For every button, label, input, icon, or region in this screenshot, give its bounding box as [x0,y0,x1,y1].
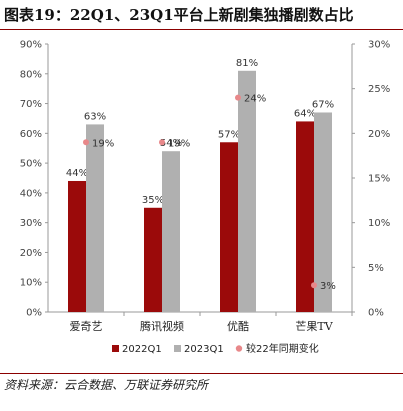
bar-2022q1-label: 57% [218,129,240,140]
legend-swatch-2023q1 [174,345,181,352]
change-point-label: 19% [168,138,190,149]
y-left-tick-label: 80% [20,69,42,80]
change-point-label: 19% [92,138,114,149]
bar-2022q1 [144,207,162,312]
bar-2022q1-label: 64% [294,108,316,119]
y-left-tick-label: 10% [20,278,42,289]
bar-2022q1 [296,121,314,312]
x-category-label: 芒果TV [295,320,333,333]
change-point-label: 3% [320,281,336,292]
change-point [311,282,317,289]
y-left-tick-label: 90% [20,40,42,51]
bar-2023q1 [162,151,180,312]
change-point [83,139,89,146]
y-left-tick-label: 0% [26,308,42,319]
y-left-tick-label: 30% [20,218,42,229]
legend-label-change: 较22年同期变化 [246,342,319,355]
y-left-tick-label: 40% [20,188,42,199]
y-left-tick-label: 60% [20,129,42,140]
legend-swatch-change [235,345,243,352]
bar-2022q1-label: 44% [66,168,88,179]
x-category-label: 爱奇艺 [70,320,103,333]
bar-2022q1-label: 35% [142,195,164,206]
bar-2023q1 [86,124,104,313]
legend-label-2022q1: 2022Q1 [122,344,162,355]
change-point-label: 24% [244,94,266,105]
y-left-tick-label: 50% [20,159,42,170]
bar-2023q1-label: 54% [160,138,182,149]
bar-2023q1-label: 63% [84,111,106,122]
y-left-tick-label: 20% [20,248,42,259]
bar-2023q1-label: 81% [236,58,258,69]
x-category-label: 优酷 [227,320,249,333]
x-category-label: 腾讯视频 [140,319,184,333]
y-right-tick-label: 15% [368,174,390,185]
legend-swatch-2022q1 [112,345,119,352]
chart-title: 图表19：22Q1、23Q1平台上新剧集独播剧数占比 [0,0,403,30]
legend-label-2023q1: 2023Q1 [184,344,224,355]
bar-2022q1 [68,180,86,312]
bar-2023q1-label: 67% [312,99,334,110]
bar-2023q1 [238,70,256,312]
change-point [235,94,241,101]
y-right-tick-label: 0% [368,308,384,319]
y-right-tick-label: 20% [368,129,390,140]
y-right-tick-label: 30% [368,40,390,51]
y-right-tick-label: 5% [368,263,384,274]
y-left-tick-label: 70% [20,99,42,110]
bar-2022q1 [220,142,238,312]
bar-2023q1 [314,112,332,312]
chart-svg: 0% 10% 20% 30% 40% 50% 60% 70% 80% 90% 0% 5% 10% 15% 2… [20,40,390,356]
change-point [159,139,165,146]
y-right-tick-label: 25% [368,84,390,95]
source-note: 资料来源：云合数据、万联证券研究所 [0,373,403,411]
y-right-tick-label: 10% [368,218,390,229]
